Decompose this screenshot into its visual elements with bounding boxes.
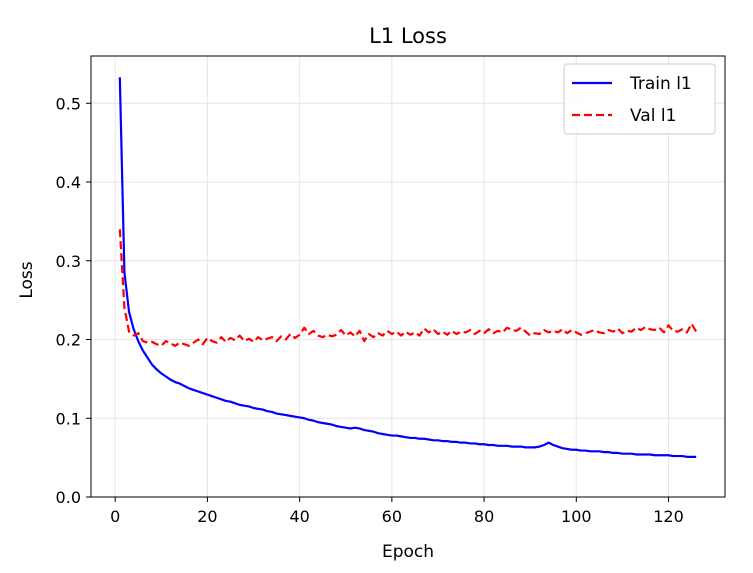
- chart-title: L1 Loss: [369, 24, 447, 48]
- y-tick-label: 0.0: [56, 488, 81, 507]
- x-tick-label: 0: [110, 507, 120, 526]
- y-axis-label: Loss: [17, 261, 37, 298]
- y-tick-label: 0.2: [56, 331, 81, 350]
- x-tick-label: 120: [653, 507, 684, 526]
- x-tick-label: 40: [289, 507, 309, 526]
- x-axis-label: Epoch: [382, 542, 434, 562]
- y-tick-label: 0.3: [56, 252, 81, 271]
- x-tick-label: 60: [382, 507, 402, 526]
- x-tick-label: 100: [561, 507, 592, 526]
- legend: Train l1 Val l1: [563, 63, 716, 135]
- axis-ticks: 0 20 40 60 80 100 120 0.0 0.1 0.2 0.3 0.4 0.5: [56, 94, 684, 526]
- plot-frame: [90, 55, 726, 498]
- x-tick-label: 80: [474, 507, 494, 526]
- series-line-train: [118, 77, 697, 458]
- y-tick-label: 0.1: [56, 409, 81, 428]
- legend-label-val: Val l1: [630, 106, 676, 126]
- legend-box: [563, 63, 716, 135]
- y-tick-label: 0.4: [56, 173, 81, 192]
- x-tick-label: 20: [197, 507, 217, 526]
- y-tick-label: 0.5: [56, 94, 81, 113]
- series-layer: [118, 77, 698, 458]
- legend-label-train: Train l1: [629, 74, 692, 94]
- series-line-val: [118, 229, 698, 347]
